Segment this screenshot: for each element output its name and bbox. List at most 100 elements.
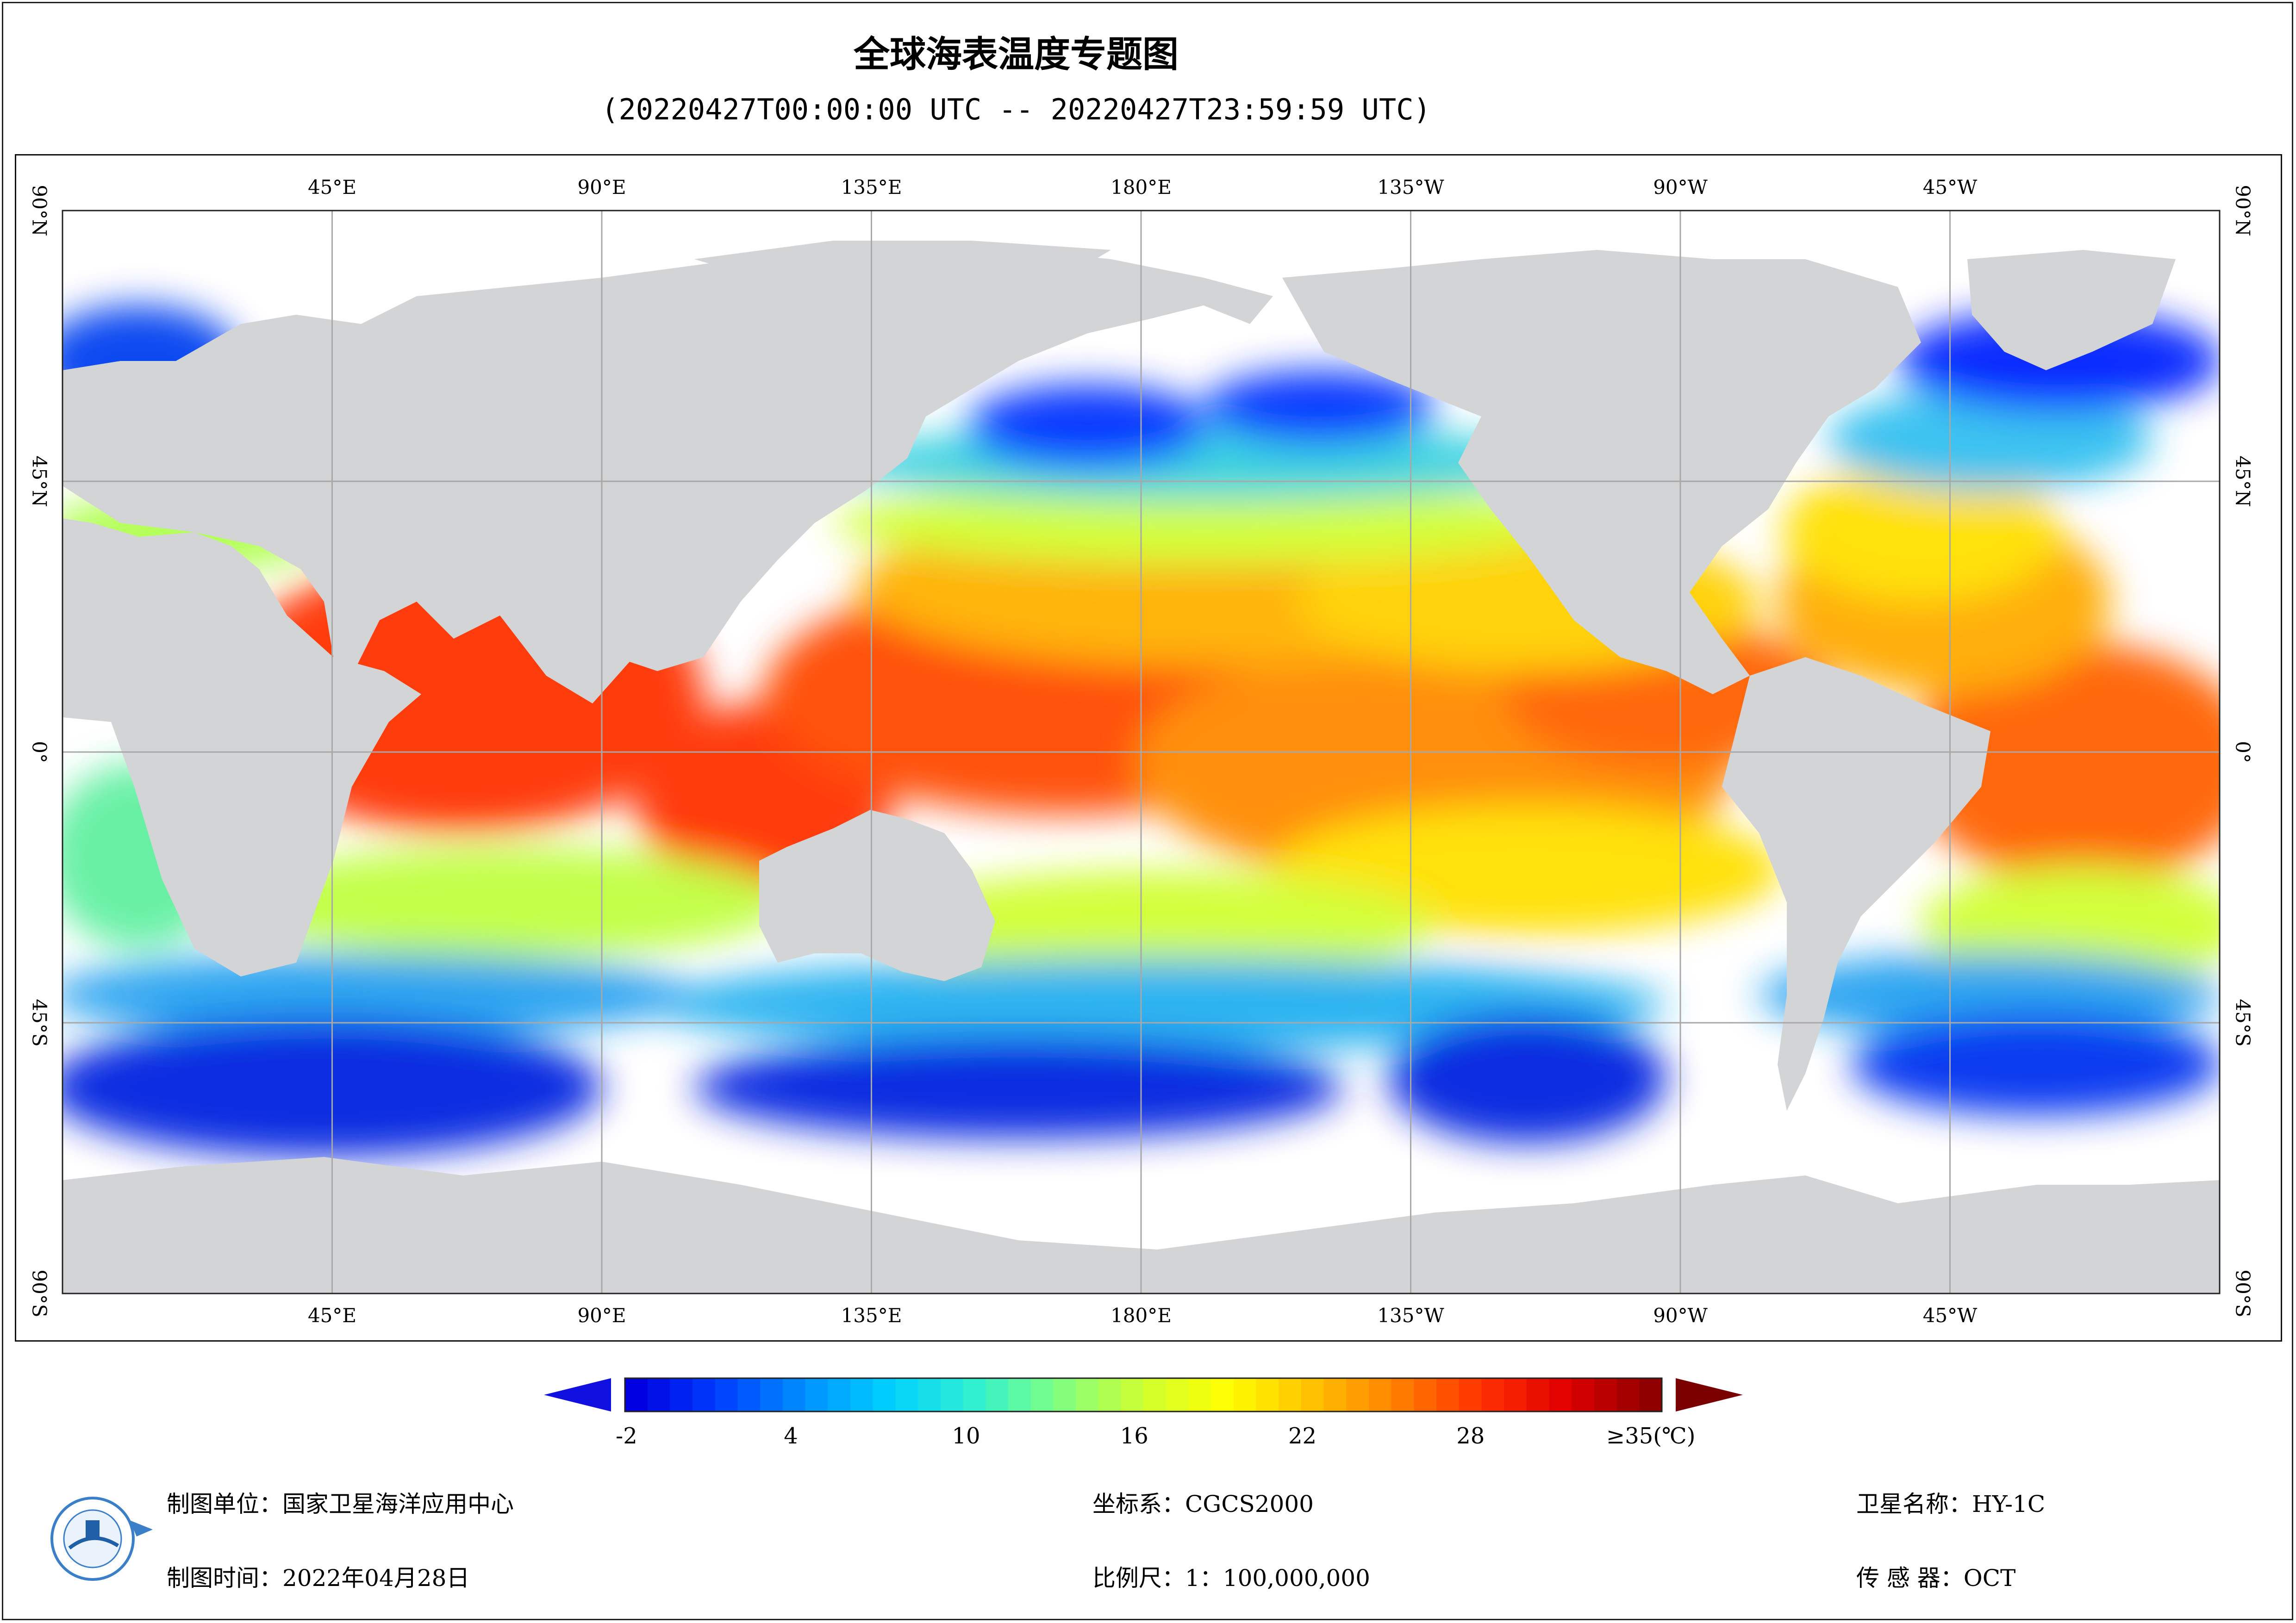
colorbar-segment <box>1233 1378 1257 1412</box>
right-latitude-label: 45°N <box>2231 455 2254 507</box>
sensor-label: 传 感 器：OCT <box>1856 1565 2016 1592</box>
greenland-land <box>1967 250 2176 370</box>
colorbar-segment <box>1504 1378 1527 1412</box>
right-latitude-label: 90°S <box>2231 1269 2254 1318</box>
page-title: 全球海表温度专题图 <box>853 34 1179 75</box>
colorbar-segment <box>1639 1378 1662 1412</box>
eurasia-land <box>62 250 1273 703</box>
colorbar-tick-label: 28 <box>1456 1423 1485 1449</box>
colorbar-segment <box>1301 1378 1324 1412</box>
top-longitude-label: 90°W <box>1653 176 1708 199</box>
colorbar-segment <box>963 1378 986 1412</box>
right-latitude-label: 90°N <box>2231 185 2254 236</box>
bottom-longitude-label: 180°E <box>1111 1304 1172 1327</box>
colorbar-segment <box>1143 1378 1167 1412</box>
colorbar-segment <box>1572 1378 1595 1412</box>
bottom-longitude-label: 135°E <box>841 1304 902 1327</box>
colorbar-tick-label: 10 <box>952 1423 980 1449</box>
colorbar-segment <box>1436 1378 1460 1412</box>
top-longitude-label: 90°E <box>577 176 626 199</box>
coordinate-system-label: 坐标系：CGCS2000 <box>1092 1491 1314 1517</box>
colorbar-segment <box>873 1378 896 1412</box>
left-latitude-label: 45°S <box>28 999 51 1047</box>
colorbar-over-arrow <box>1676 1378 1743 1412</box>
colorbar-segment <box>986 1378 1009 1412</box>
colorbar-segment <box>670 1378 693 1412</box>
colorbar-segment <box>1346 1378 1369 1412</box>
colorbar-under-arrow <box>544 1378 611 1412</box>
north-america-land <box>1282 250 1921 694</box>
left-latitude-label: 90°N <box>28 185 51 236</box>
colorbar-segment <box>1549 1378 1572 1412</box>
colorbar-tick-label: 4 <box>784 1423 798 1449</box>
colorbar <box>544 1377 1743 1412</box>
top-longitude-label: 45°W <box>1922 176 1978 199</box>
colorbar-segment <box>1211 1378 1234 1412</box>
left-latitude-label: 45°N <box>28 455 51 507</box>
graticule <box>62 211 2220 1293</box>
colorbar-segment <box>850 1378 873 1412</box>
colorbar-segment <box>625 1378 648 1412</box>
map-border <box>62 210 2221 1294</box>
colorbar-segment <box>1526 1378 1550 1412</box>
satellite-name-label: 卫星名称：HY-1C <box>1856 1491 2046 1517</box>
colorbar-segment <box>760 1378 783 1412</box>
colorbar-segment <box>1030 1378 1054 1412</box>
colorbar-segment <box>1481 1378 1505 1412</box>
colorbar-segment <box>895 1378 919 1412</box>
bottom-longitude-label: 135°W <box>1377 1304 1444 1327</box>
colorbar-segment <box>918 1378 941 1412</box>
colorbar-segment <box>647 1378 671 1412</box>
colorbar-segment <box>1053 1378 1076 1412</box>
colorbar-tick-label: -2 <box>616 1423 637 1449</box>
colorbar-segment <box>940 1378 964 1412</box>
colorbar-segment <box>1414 1378 1437 1412</box>
colorbar-segment <box>1594 1378 1617 1412</box>
left-latitude-label: 0° <box>28 741 51 763</box>
scale-label: 比例尺：1：100,000,000 <box>1092 1565 1370 1592</box>
top-longitude-label: 180°E <box>1111 176 1172 199</box>
colorbar-segment <box>715 1378 738 1412</box>
colorbar-segment <box>1008 1378 1031 1412</box>
left-latitude-label: 90°S <box>28 1269 51 1318</box>
right-latitude-label: 0° <box>2231 741 2254 763</box>
bottom-longitude-label: 90°E <box>577 1304 626 1327</box>
map-frame <box>15 154 2282 1342</box>
australia-land <box>759 810 995 981</box>
colorbar-tick-label: 16 <box>1120 1423 1148 1449</box>
colorbar-segment <box>805 1378 829 1412</box>
colorbar-segment <box>828 1378 851 1412</box>
right-latitude-label: 45°S <box>2231 999 2254 1047</box>
top-longitude-label: 135°E <box>841 176 902 199</box>
colorbar-tick-label: 22 <box>1288 1423 1317 1449</box>
colorbar-segment <box>1616 1378 1640 1412</box>
bottom-longitude-label: 90°W <box>1653 1304 1708 1327</box>
colorbar-segment <box>1279 1378 1302 1412</box>
colorbar-segment <box>1256 1378 1279 1412</box>
colorbar-segment <box>782 1378 806 1412</box>
arctic-islands-land <box>694 241 1111 287</box>
bottom-longitude-label: 45°W <box>1922 1304 1978 1327</box>
colorbar-segment <box>1098 1378 1122 1412</box>
bottom-longitude-label: 45°E <box>307 1304 357 1327</box>
south-america-land <box>1722 657 1990 1111</box>
top-longitude-label: 135°W <box>1377 176 1444 199</box>
colorbar-segment <box>693 1378 716 1412</box>
colorbar-segment <box>1188 1378 1212 1412</box>
mapping-unit-label: 制图单位：国家卫星海洋应用中心 <box>167 1491 514 1517</box>
colorbar-segment <box>1323 1378 1347 1412</box>
colorbar-frame <box>624 1377 1663 1412</box>
colorbar-tick-label: ≥35(℃) <box>1606 1423 1696 1449</box>
mapping-time-label: 制图时间：2022年04月28日 <box>167 1565 470 1592</box>
top-longitude-label: 45°E <box>307 176 357 199</box>
colorbar-segment <box>1166 1378 1189 1412</box>
time-range-subtitle: (20220427T00:00:00 UTC -- 20220427T23:59… <box>601 93 1431 126</box>
nsoas-logo-icon <box>50 1497 153 1581</box>
colorbar-segment <box>1459 1378 1482 1412</box>
colorbar-segment <box>1368 1378 1392 1412</box>
colorbar-segment <box>1121 1378 1144 1412</box>
colorbar-segment <box>1075 1378 1099 1412</box>
colorbar-segment <box>1391 1378 1415 1412</box>
